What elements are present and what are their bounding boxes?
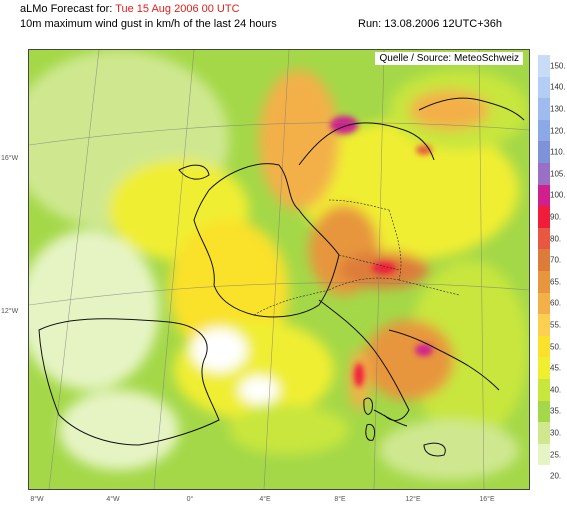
color-scale-label: 120. <box>550 126 566 136</box>
forecast-date: Tue 15 Aug 2006 00 UTC <box>115 3 240 15</box>
color-scale-label: 20. <box>550 471 562 481</box>
color-scale-label: 35. <box>550 406 562 416</box>
color-scale-label: 50. <box>550 342 562 352</box>
color-scale-swatch <box>538 141 550 164</box>
title-prefix: aLMo Forecast for: <box>20 3 113 15</box>
color-scale-label: 130. <box>550 104 566 114</box>
forecast-subtitle: 10m maximum wind gust in km/h of the las… <box>20 18 277 30</box>
forecast-title: aLMo Forecast for: Tue 15 Aug 2006 00 UT… <box>20 3 240 15</box>
coastlines <box>38 97 525 457</box>
latitude-label: 12°W <box>1 308 19 315</box>
color-scale-swatch <box>538 292 550 315</box>
color-scale-label: 150. <box>550 61 566 71</box>
color-scale-label: 60. <box>550 298 562 308</box>
color-scale-label: 80. <box>550 234 562 244</box>
color-scale-swatch <box>538 271 550 294</box>
color-scale-label: 105. <box>550 169 566 179</box>
color-scale-label: 25. <box>550 450 562 460</box>
color-scale-label: 30. <box>550 428 562 438</box>
color-scale-swatch <box>538 184 550 207</box>
color-scale-swatch <box>538 206 550 229</box>
longitude-label: 0° <box>186 496 194 503</box>
color-scale-swatch <box>538 55 550 78</box>
longitude-label: 16°E <box>479 496 495 503</box>
color-scale-swatch <box>538 227 550 250</box>
color-scale-label: 100. <box>550 190 566 200</box>
color-scale-swatch <box>538 335 550 358</box>
latitude-label: 16°W <box>1 155 19 162</box>
longitude-label: 8°E <box>334 496 346 503</box>
longitude-label: 4°E <box>259 496 271 503</box>
color-scale-label: 40. <box>550 385 562 395</box>
wind-gust-map: Quelle / Source: MeteoSchweiz <box>28 49 530 490</box>
source-note: Quelle / Source: MeteoSchweiz <box>375 52 523 65</box>
color-scale-label: 70. <box>550 255 562 265</box>
run-info: Run: 13.08.2006 12UTC+36h <box>358 18 503 30</box>
wind-field <box>29 50 529 480</box>
color-scale-swatch <box>538 443 550 466</box>
color-scale-label: 45. <box>550 363 562 373</box>
color-scale-swatch <box>538 98 550 121</box>
longitude-label: 8°W <box>30 496 44 503</box>
color-scale-label: 140. <box>550 82 566 92</box>
color-scale-swatch <box>538 249 550 272</box>
color-scale-swatch <box>538 422 550 445</box>
color-scale-swatch <box>538 465 550 488</box>
color-scale-swatch <box>538 163 550 186</box>
borders <box>253 199 460 316</box>
color-scale-swatch <box>538 76 550 99</box>
color-scale-swatch <box>538 119 550 142</box>
longitude-label: 12°E <box>405 496 421 503</box>
map-canvas <box>29 50 529 489</box>
color-scale <box>538 55 550 488</box>
graticule <box>29 50 529 489</box>
color-scale-label: 90. <box>550 212 562 222</box>
color-scale-label: 55. <box>550 320 562 330</box>
color-scale-label: 65. <box>550 277 562 287</box>
color-scale-swatch <box>538 357 550 380</box>
color-scale-swatch <box>538 379 550 402</box>
color-scale-swatch <box>538 400 550 423</box>
color-scale-swatch <box>538 314 550 337</box>
color-scale-label: 110. <box>550 147 565 157</box>
longitude-label: 4°W <box>106 496 120 503</box>
